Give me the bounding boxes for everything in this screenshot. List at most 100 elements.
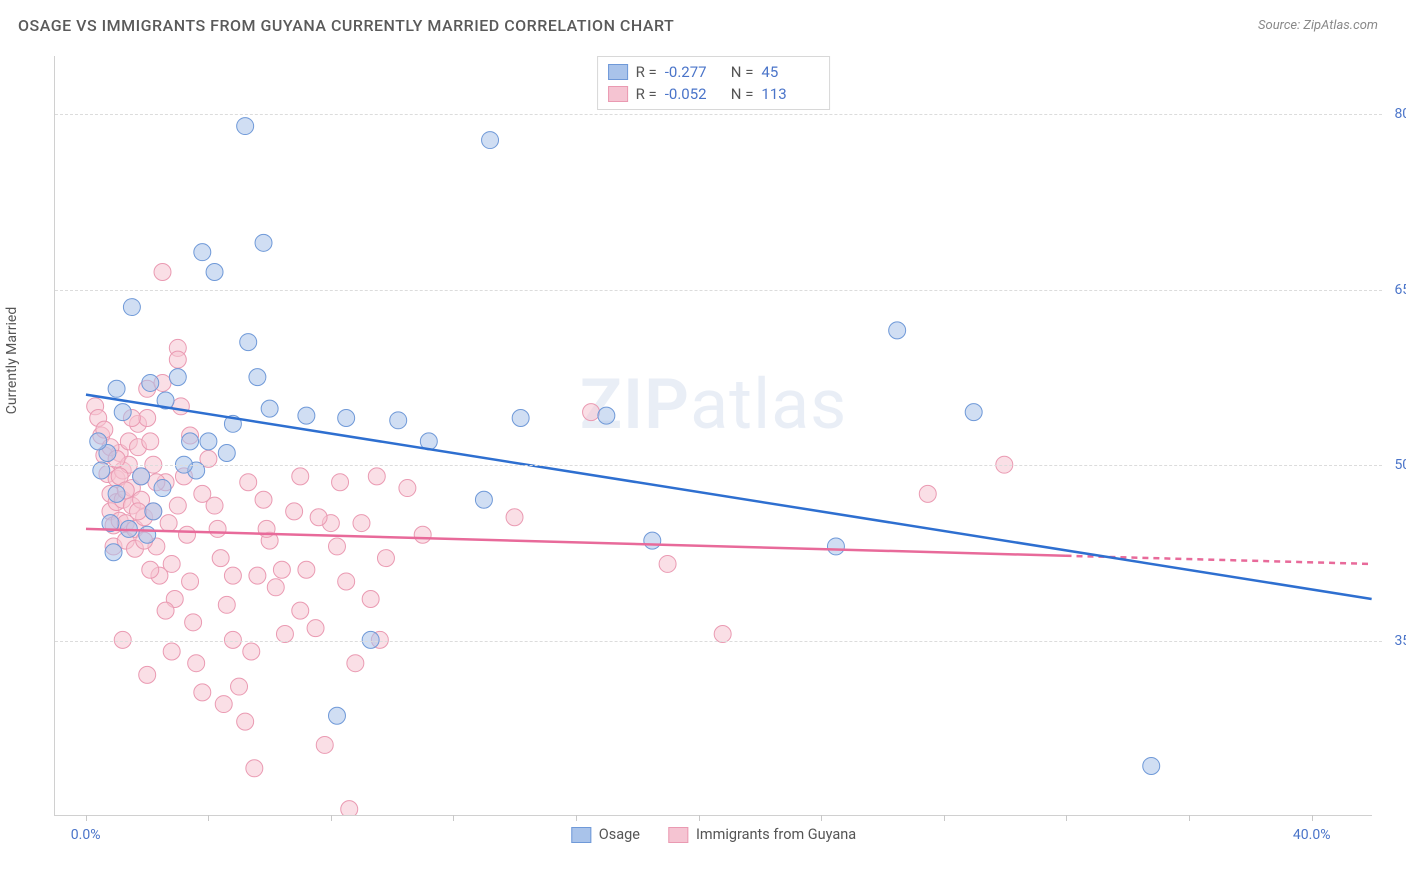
data-point: [255, 491, 272, 508]
data-point: [157, 392, 174, 409]
data-point: [157, 474, 174, 491]
data-point: [246, 760, 263, 777]
data-point: [108, 494, 125, 511]
data-point: [123, 497, 140, 514]
legend-n-value: 45: [761, 63, 819, 81]
gridline-h: [55, 641, 1382, 642]
data-point: [328, 538, 345, 555]
data-point: [224, 415, 241, 432]
series-legend-label: Osage: [599, 826, 640, 843]
scatter-layer: [55, 56, 1372, 815]
data-point: [965, 404, 982, 421]
x-tick-mark: [821, 815, 822, 821]
data-point: [126, 540, 143, 557]
data-point: [341, 801, 358, 815]
data-point: [120, 433, 137, 450]
data-point: [255, 234, 272, 251]
data-point: [102, 515, 119, 532]
legend-r-value: -0.052: [665, 85, 723, 103]
data-point: [163, 643, 180, 660]
gridline-h: [55, 114, 1382, 115]
data-point: [919, 485, 936, 502]
data-point: [123, 480, 140, 497]
x-tick-mark: [944, 815, 945, 821]
data-point: [179, 526, 196, 543]
data-point: [108, 380, 125, 397]
legend-n-label: N =: [731, 63, 754, 81]
data-point: [105, 517, 122, 534]
data-point: [215, 696, 232, 713]
data-point: [102, 485, 119, 502]
x-tick-mark: [1066, 815, 1067, 821]
data-point: [111, 468, 128, 485]
data-point: [126, 520, 143, 537]
data-point: [111, 445, 128, 462]
data-point: [139, 526, 156, 543]
data-point: [105, 538, 122, 555]
data-point: [96, 447, 113, 464]
data-point: [90, 409, 107, 426]
x-tick-mark: [1189, 815, 1190, 821]
trendline-layer: [55, 56, 1372, 815]
chart-title: OSAGE VS IMMIGRANTS FROM GUYANA CURRENTL…: [18, 16, 674, 35]
x-tick-mark: [453, 815, 454, 821]
legend-swatch: [608, 64, 628, 80]
data-point: [148, 474, 165, 491]
data-point: [133, 468, 150, 485]
data-point: [206, 264, 223, 281]
data-point: [136, 509, 153, 526]
data-point: [231, 678, 248, 695]
x-tick-mark: [86, 815, 87, 821]
data-point: [96, 421, 113, 438]
data-point: [185, 614, 202, 631]
plot-area: ZIPatlas R =-0.277N =45R =-0.052N =113 O…: [54, 56, 1372, 816]
data-point: [475, 491, 492, 508]
x-tick-label: 0.0%: [71, 827, 101, 843]
data-point: [328, 707, 345, 724]
data-point: [659, 555, 676, 572]
data-point: [292, 468, 309, 485]
legend-r-label: R =: [636, 85, 657, 103]
data-point: [105, 544, 122, 561]
data-point: [154, 480, 171, 497]
data-point: [136, 532, 153, 549]
data-point: [117, 515, 134, 532]
data-point: [218, 445, 235, 462]
data-point: [182, 573, 199, 590]
data-point: [420, 433, 437, 450]
data-point: [169, 339, 186, 356]
data-point: [163, 555, 180, 572]
data-point: [249, 369, 266, 386]
data-point: [286, 503, 303, 520]
data-point: [99, 445, 116, 462]
data-point: [139, 380, 156, 397]
x-tick-mark: [208, 815, 209, 821]
y-tick-label: 65.0%: [1394, 282, 1406, 298]
data-point: [338, 573, 355, 590]
data-point: [133, 468, 150, 485]
data-point: [111, 512, 128, 529]
legend-swatch: [668, 827, 688, 843]
data-point: [390, 412, 407, 429]
y-tick-label: 80.0%: [1394, 106, 1406, 122]
legend-n-value: 113: [761, 85, 819, 103]
data-point: [182, 427, 199, 444]
data-point: [243, 643, 260, 660]
data-point: [188, 655, 205, 672]
data-point: [399, 480, 416, 497]
data-point: [194, 684, 211, 701]
data-point: [292, 602, 309, 619]
data-point: [114, 491, 131, 508]
data-point: [130, 439, 147, 456]
data-point: [142, 561, 159, 578]
data-point: [194, 485, 211, 502]
data-point: [123, 299, 140, 316]
legend-r-label: R =: [636, 63, 657, 81]
data-point: [154, 374, 171, 391]
data-point: [224, 567, 241, 584]
data-point: [307, 620, 324, 637]
data-point: [310, 509, 327, 526]
data-point: [172, 398, 189, 415]
data-point: [362, 590, 379, 607]
x-tick-mark: [1312, 815, 1313, 821]
